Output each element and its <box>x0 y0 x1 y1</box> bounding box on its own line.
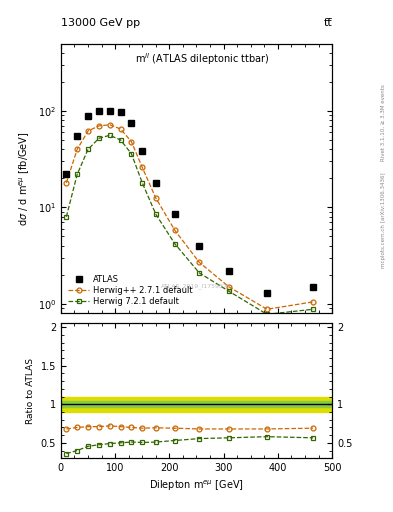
ATLAS <box>264 290 269 296</box>
ATLAS <box>227 268 231 274</box>
Line: Herwig++ 2.7.1 default: Herwig++ 2.7.1 default <box>64 122 316 312</box>
ATLAS <box>118 109 123 115</box>
Text: tt̅: tt̅ <box>323 18 332 28</box>
Herwig 7.2.1 default <box>227 288 231 294</box>
Y-axis label: d$\sigma$ / d m$^{e\mu}$ [fb/GeV]: d$\sigma$ / d m$^{e\mu}$ [fb/GeV] <box>18 131 32 226</box>
Herwig 7.2.1 default <box>197 270 202 276</box>
Herwig 7.2.1 default <box>97 135 101 141</box>
ATLAS <box>153 180 158 186</box>
Herwig 7.2.1 default <box>129 151 134 157</box>
Herwig 7.2.1 default <box>107 132 112 138</box>
Herwig 7.2.1 default <box>264 311 269 317</box>
Text: m$^{ll}$ (ATLAS dileptonic ttbar): m$^{ll}$ (ATLAS dileptonic ttbar) <box>135 52 269 68</box>
Text: ATLAS_2019_I1759875: ATLAS_2019_I1759875 <box>161 284 232 289</box>
Herwig 7.2.1 default <box>118 137 123 143</box>
Y-axis label: Ratio to ATLAS: Ratio to ATLAS <box>26 358 35 424</box>
ATLAS <box>197 243 202 249</box>
Herwig++ 2.7.1 default <box>107 122 112 128</box>
ATLAS <box>173 211 177 217</box>
ATLAS <box>311 284 316 290</box>
Herwig++ 2.7.1 default <box>173 227 177 233</box>
ATLAS <box>140 148 145 155</box>
Herwig++ 2.7.1 default <box>264 306 269 312</box>
Herwig 7.2.1 default <box>75 172 79 178</box>
Herwig++ 2.7.1 default <box>97 123 101 129</box>
Herwig 7.2.1 default <box>153 211 158 217</box>
Herwig++ 2.7.1 default <box>197 259 202 265</box>
Text: 13000 GeV pp: 13000 GeV pp <box>61 18 140 28</box>
ATLAS <box>107 108 112 114</box>
Herwig++ 2.7.1 default <box>227 284 231 290</box>
Herwig 7.2.1 default <box>311 306 316 312</box>
Herwig 7.2.1 default <box>86 146 90 153</box>
Herwig 7.2.1 default <box>173 241 177 247</box>
Text: mcplots.cern.ch [arXiv:1306.3436]: mcplots.cern.ch [arXiv:1306.3436] <box>381 173 386 268</box>
ATLAS <box>64 172 69 178</box>
Herwig++ 2.7.1 default <box>140 164 145 170</box>
ATLAS <box>86 113 90 119</box>
Herwig 7.2.1 default <box>140 180 145 186</box>
X-axis label: Dilepton m$^{e\mu}$ [GeV]: Dilepton m$^{e\mu}$ [GeV] <box>149 479 244 493</box>
Herwig++ 2.7.1 default <box>153 195 158 201</box>
Text: Rivet 3.1.10, ≥ 3.3M events: Rivet 3.1.10, ≥ 3.3M events <box>381 84 386 161</box>
Legend: ATLAS, Herwig++ 2.7.1 default, Herwig 7.2.1 default: ATLAS, Herwig++ 2.7.1 default, Herwig 7.… <box>65 271 196 309</box>
Herwig++ 2.7.1 default <box>129 139 134 145</box>
ATLAS <box>97 108 101 114</box>
Herwig++ 2.7.1 default <box>118 126 123 132</box>
Line: ATLAS: ATLAS <box>63 108 316 296</box>
Herwig++ 2.7.1 default <box>311 299 316 305</box>
Herwig++ 2.7.1 default <box>75 146 79 153</box>
ATLAS <box>75 133 79 139</box>
ATLAS <box>129 120 134 126</box>
Line: Herwig 7.2.1 default: Herwig 7.2.1 default <box>64 133 316 317</box>
Herwig 7.2.1 default <box>64 214 69 220</box>
Herwig++ 2.7.1 default <box>64 180 69 186</box>
Herwig++ 2.7.1 default <box>86 128 90 134</box>
